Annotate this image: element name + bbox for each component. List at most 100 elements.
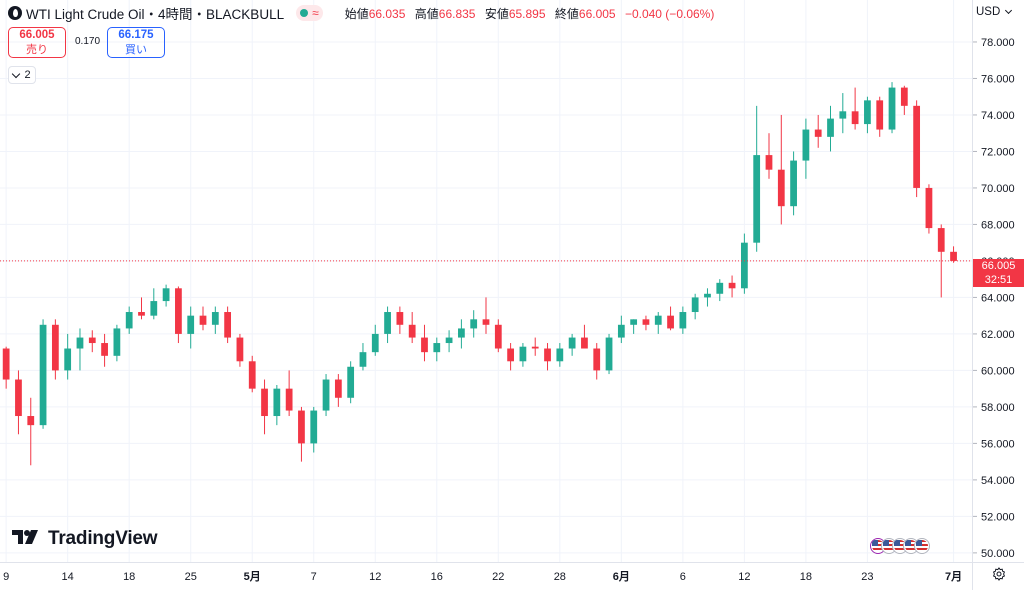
chart-pane[interactable] bbox=[0, 0, 972, 562]
indicators-toggle-button[interactable]: 2 bbox=[8, 66, 36, 84]
candle-body bbox=[913, 105, 921, 188]
open-label: 始値 bbox=[344, 6, 369, 21]
last-price-value: 66.005 bbox=[981, 260, 1016, 272]
candle-body bbox=[76, 337, 84, 349]
symbol-title[interactable]: WTI Light Crude Oil・4時間・BLACKBULL bbox=[26, 7, 285, 22]
us-flag-event-icon[interactable] bbox=[914, 538, 930, 554]
candle-body bbox=[654, 315, 662, 325]
chart-settings-button[interactable] bbox=[972, 562, 1024, 590]
price-tick-label: 76.000 bbox=[981, 73, 1015, 85]
candle bbox=[519, 343, 527, 367]
candle bbox=[64, 333, 72, 380]
price-axis[interactable]: 50.000 52.000 54.000 56.000 58.000 60.000 62.0… bbox=[972, 0, 1024, 562]
time-tick-label: 28 bbox=[554, 571, 566, 583]
market-open-dot-icon bbox=[300, 9, 309, 17]
time-tick-label: 25 bbox=[185, 571, 197, 583]
sell-label: 売り bbox=[26, 43, 48, 56]
candle-body bbox=[162, 288, 170, 302]
candle-body bbox=[519, 346, 527, 362]
time-tick-label: 18 bbox=[123, 571, 135, 583]
candle-body bbox=[790, 160, 797, 207]
candle bbox=[937, 224, 945, 298]
price-tick-label: 68.000 bbox=[981, 219, 1015, 231]
chevron-down-icon bbox=[12, 69, 21, 78]
candle bbox=[334, 374, 342, 407]
candle bbox=[470, 310, 478, 338]
currency-selector[interactable]: USD bbox=[976, 3, 1013, 21]
price-tick-label: 54.000 bbox=[981, 475, 1015, 487]
candle-body bbox=[224, 312, 232, 338]
candle-body bbox=[802, 129, 810, 161]
candle-body bbox=[113, 328, 121, 356]
candle bbox=[740, 233, 748, 294]
candle bbox=[507, 343, 514, 371]
candlestick-chart[interactable] bbox=[0, 0, 972, 562]
wave-icon: ≈ bbox=[312, 6, 319, 20]
candle bbox=[101, 333, 108, 367]
candle-body bbox=[150, 301, 158, 316]
candle-body bbox=[322, 379, 330, 411]
candle-body bbox=[2, 348, 10, 380]
candle bbox=[704, 288, 711, 307]
candle-body bbox=[273, 388, 281, 417]
candle bbox=[125, 306, 133, 334]
market-status-badge[interactable]: ≈ bbox=[296, 5, 323, 21]
candle bbox=[802, 118, 810, 179]
candle bbox=[236, 333, 244, 367]
candle bbox=[728, 275, 736, 298]
candle bbox=[482, 297, 490, 334]
candle-body bbox=[753, 155, 761, 243]
price-tick-label: 78.000 bbox=[981, 37, 1015, 49]
candle-body bbox=[396, 312, 404, 325]
candle-body bbox=[617, 324, 625, 338]
candle-body bbox=[298, 410, 305, 444]
candle-body bbox=[544, 348, 551, 362]
candle-body bbox=[507, 348, 514, 362]
candle bbox=[285, 370, 293, 417]
candle-body bbox=[765, 155, 773, 170]
buy-button[interactable]: 66.175 買い bbox=[107, 27, 165, 58]
candle-body bbox=[642, 319, 650, 325]
last-price-label: 66.005 32:51 bbox=[973, 259, 1024, 287]
close-value: 66.005 bbox=[578, 6, 616, 21]
gear-icon bbox=[992, 567, 1006, 586]
candle bbox=[458, 319, 465, 349]
candle-body bbox=[728, 282, 736, 289]
candle-body bbox=[864, 100, 871, 125]
price-tick-label: 56.000 bbox=[981, 438, 1015, 450]
price-tick-label: 52.000 bbox=[981, 511, 1015, 523]
candle bbox=[261, 379, 268, 435]
sell-button[interactable]: 66.005 売り bbox=[8, 27, 66, 58]
candle-body bbox=[667, 315, 674, 329]
candle bbox=[273, 385, 281, 426]
candle-body bbox=[605, 337, 613, 371]
change-value: −0.040 (−0.06%) bbox=[624, 6, 715, 21]
candle-body bbox=[359, 352, 367, 367]
candle bbox=[310, 406, 318, 453]
candle-body bbox=[408, 324, 416, 338]
candle-body bbox=[876, 100, 884, 130]
candle bbox=[175, 286, 182, 344]
candle bbox=[876, 96, 884, 137]
candle-body bbox=[51, 324, 59, 371]
candle-body bbox=[175, 288, 182, 334]
candle bbox=[827, 105, 834, 152]
candle-body bbox=[236, 337, 244, 362]
close-label: 終値 bbox=[554, 6, 579, 21]
time-axis[interactable]: 9 14 18 25 5月 7 12 16 22 28 6月 6 12 18 23 7月 bbox=[0, 562, 972, 590]
candle bbox=[950, 246, 957, 263]
candle-body bbox=[285, 388, 293, 411]
tradingview-logo[interactable]: TradingView bbox=[12, 528, 158, 550]
candle bbox=[199, 306, 207, 331]
indicators-count: 2 bbox=[24, 69, 31, 81]
tv-logo-icon bbox=[12, 529, 42, 550]
candle-body bbox=[138, 312, 145, 316]
candle bbox=[421, 324, 428, 362]
high-value: 66.835 bbox=[438, 6, 476, 21]
open-value: 66.035 bbox=[368, 6, 406, 21]
candle bbox=[224, 306, 232, 344]
economic-events[interactable] bbox=[870, 538, 930, 556]
price-tick-label: 74.000 bbox=[981, 110, 1015, 122]
candle-body bbox=[334, 379, 342, 398]
candle bbox=[851, 87, 859, 130]
